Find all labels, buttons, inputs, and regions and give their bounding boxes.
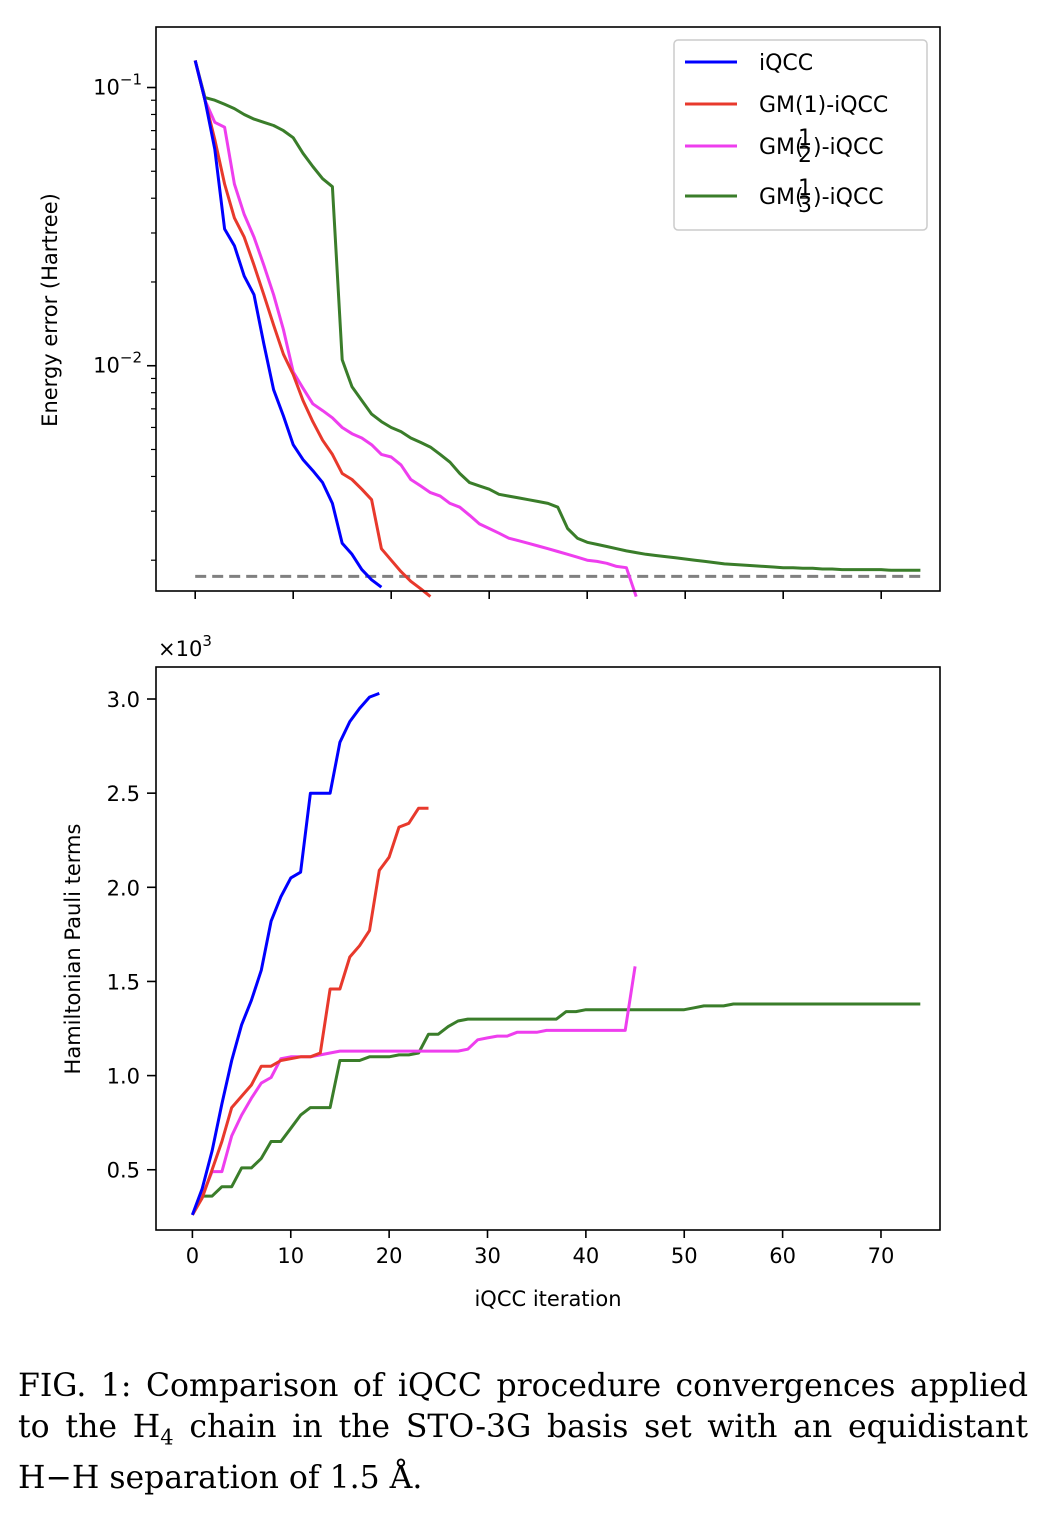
- legend-fraction-denominator: 2: [798, 143, 812, 168]
- legend-label-text: GM(: [759, 185, 804, 210]
- bottom-y-tick-label: 2.5: [107, 782, 140, 806]
- caption-part2: chain in the STO-3G basis set with an eq…: [18, 1409, 1028, 1497]
- energy-iqcc-line: [193, 60, 383, 589]
- bottom-y-tick-label: 1.0: [107, 1065, 140, 1089]
- legend-label-text: iQCC: [759, 51, 813, 76]
- pauli-gm1-line: [191, 806, 429, 1216]
- legend-label-gm1: GM(1)-iQCC: [759, 93, 888, 118]
- caption-lead: FIG. 1:: [18, 1368, 132, 1404]
- legend-label-iqcc: iQCC: [759, 51, 813, 76]
- pauli-terms-panel: 0 10 20 30 40 50 60 70 0.5 1.0 1.5 2.0 2.5 3.0 Hamilt…: [61, 632, 941, 1311]
- legend-fraction-numerator: 1: [798, 176, 812, 201]
- energy-error-axes: 10−110−2: [93, 26, 941, 599]
- bottom-x-tick-label: 60: [769, 1244, 796, 1268]
- bottom-x-tick-label: 50: [671, 1244, 698, 1268]
- offset-label: ×103: [158, 632, 212, 661]
- figure-caption: FIG. 1: Comparison of iQCC procedure con…: [18, 1366, 1028, 1499]
- tick-mantissa: 10: [93, 354, 120, 378]
- top-y-tick-label: 10−1: [93, 71, 142, 100]
- bottom-x-tick-label: 40: [573, 1244, 600, 1268]
- bottom-ylabel: Hamiltonian Pauli terms: [61, 824, 85, 1075]
- bottom-x-tick-label: 20: [376, 1244, 403, 1268]
- tick-mantissa: 10: [93, 76, 120, 100]
- top-y-tick-label: 10−2: [93, 349, 142, 378]
- legend-label-suffix: )-iQCC: [813, 135, 884, 160]
- legend-label-text: GM(: [759, 135, 804, 160]
- tick-exponent: −1: [120, 71, 142, 89]
- legend-box: [673, 39, 928, 231]
- bottom-x-tick-label: 0: [186, 1244, 199, 1268]
- top-ylabel: Energy error (Hartree): [38, 193, 62, 427]
- bottom-xlabel: iQCC iteration: [474, 1287, 621, 1311]
- tick-exponent: −2: [120, 349, 142, 367]
- bottom-x-tick-label: 10: [277, 1244, 304, 1268]
- offset-exponent: 3: [202, 632, 212, 650]
- pauli-gmthird-line: [191, 1002, 921, 1216]
- offset-mantissa: ×10: [158, 637, 202, 661]
- bottom-y-tick-label: 2.0: [107, 876, 140, 900]
- bottom-y-tick-label: 3.0: [107, 688, 140, 712]
- bottom-x-tick-label: 30: [474, 1244, 501, 1268]
- caption-subscript: 4: [160, 1425, 174, 1450]
- caption-part1: Comparison of iQCC procedure convergence…: [18, 1368, 1028, 1445]
- legend-label-text: GM(1)-iQCC: [759, 93, 888, 118]
- pauli-terms-axes: 0 10 20 30 40 50 60 70 0.5 1.0 1.5 2.0 2.5 3.0: [107, 666, 941, 1268]
- pauli-iqcc-line: [190, 691, 380, 1216]
- top-axes-frame: [155, 26, 941, 592]
- bottom-y-tick-label: 0.5: [107, 1159, 140, 1183]
- legend-label-gmthird: GM( )-iQCC: [759, 185, 884, 210]
- bottom-axes-frame: [155, 666, 941, 1231]
- energy-gmhalf-line: [193, 60, 638, 598]
- legend-label-gmhalf: GM( )-iQCC: [759, 135, 884, 160]
- legend-fraction-denominator: 3: [798, 193, 812, 218]
- energy-error-panel: 10−110−2 Energy error (Hartree) iQCCGM(1…: [38, 26, 941, 599]
- bottom-y-tick-label: 1.5: [107, 970, 140, 994]
- energy-gm1-line: [193, 60, 432, 598]
- legend-label-suffix: )-iQCC: [813, 185, 884, 210]
- legend-fraction-numerator: 1: [798, 126, 812, 151]
- energy-error-series: [193, 60, 921, 598]
- pauli-terms-series: [190, 691, 921, 1216]
- bottom-x-tick-label: 70: [868, 1244, 895, 1268]
- energy-gmthird-line: [193, 60, 921, 572]
- pauli-gmhalf-line: [191, 966, 637, 1216]
- figure: 10−110−2 Energy error (Hartree) iQCCGM(1…: [38, 26, 941, 1311]
